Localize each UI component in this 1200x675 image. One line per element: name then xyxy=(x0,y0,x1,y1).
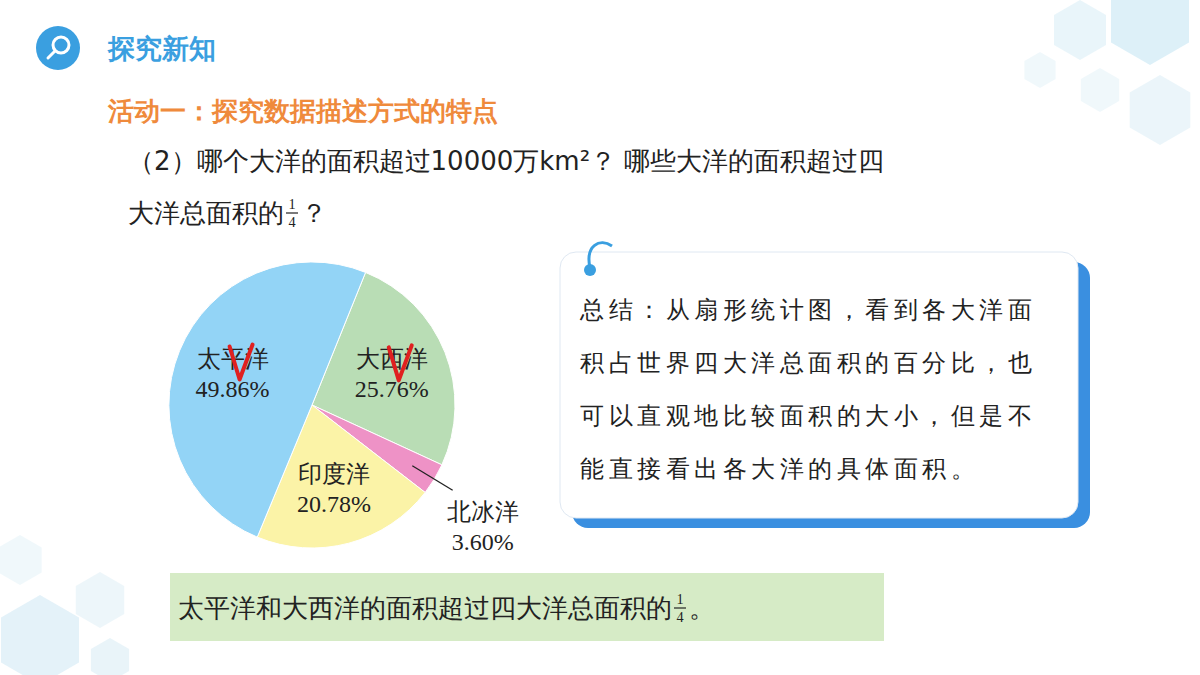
answer-text-end: 。 xyxy=(689,593,715,623)
question-line: 大洋总面积的 xyxy=(128,198,284,228)
pie-labels: 大西洋25.76%北冰洋3.60%印度洋20.78%太平洋49.86% xyxy=(196,345,519,556)
fraction-numerator: 1 xyxy=(676,591,683,607)
question-line-end: ？ xyxy=(301,198,327,228)
summary-line: 可以直观地比较面积的大小，但是不 xyxy=(580,403,1036,429)
slice-value-label: 20.78% xyxy=(297,491,371,517)
hexagon-decoration xyxy=(1024,52,1055,88)
hexagon-decoration xyxy=(76,572,124,628)
question-line: （2）哪个大洋的面积超过10000万km²？ 哪些大洋的面积超过四 xyxy=(128,146,884,176)
activity-title: 活动一：探究数据描述方式的特点 xyxy=(107,96,498,126)
note-string xyxy=(589,243,612,268)
hexagon-decoration xyxy=(91,638,129,675)
slide: 探究新知活动一：探究数据描述方式的特点 （2）哪个大洋的面积超过10000万km²… xyxy=(0,0,1200,675)
slice-value-label: 3.60% xyxy=(452,529,514,555)
answer-box xyxy=(170,573,884,641)
hexagon-decoration xyxy=(1054,0,1106,60)
header-icon-handle xyxy=(48,51,55,58)
summary-line: 能直接看出各大洋的具体面积。 xyxy=(580,456,979,482)
pie xyxy=(169,262,455,548)
slice-value-label: 49.86% xyxy=(196,376,270,402)
note-box xyxy=(560,252,1078,518)
hexagon-decoration xyxy=(0,535,42,585)
fraction-numerator: 1 xyxy=(288,196,295,212)
fraction-denominator: 4 xyxy=(288,214,295,230)
note-pin xyxy=(584,264,596,276)
header-icon xyxy=(36,26,80,70)
fraction-denominator: 4 xyxy=(676,609,683,625)
answer-text: 太平洋和大西洋的面积超过四大洋总面积的 xyxy=(178,593,672,623)
hexagon-decoration xyxy=(1130,75,1191,145)
leader-line xyxy=(412,466,452,490)
check-mark xyxy=(389,345,412,380)
hexagon-decoration xyxy=(1,595,79,675)
slice-value-label: 25.76% xyxy=(355,376,429,402)
slice-name: 印度洋 xyxy=(298,461,370,487)
hexagon-decoration xyxy=(1111,0,1189,65)
summary-line: 积占世界四大洋总面积的百分比，也 xyxy=(580,350,1036,376)
header-title: 探究新知 xyxy=(107,33,216,64)
check-mark xyxy=(230,345,253,380)
summary-line: 总结：从扇形统计图，看到各大洋面 xyxy=(579,297,1036,323)
hexagon-decoration xyxy=(1081,68,1119,112)
slice-name: 北冰洋 xyxy=(447,499,519,525)
